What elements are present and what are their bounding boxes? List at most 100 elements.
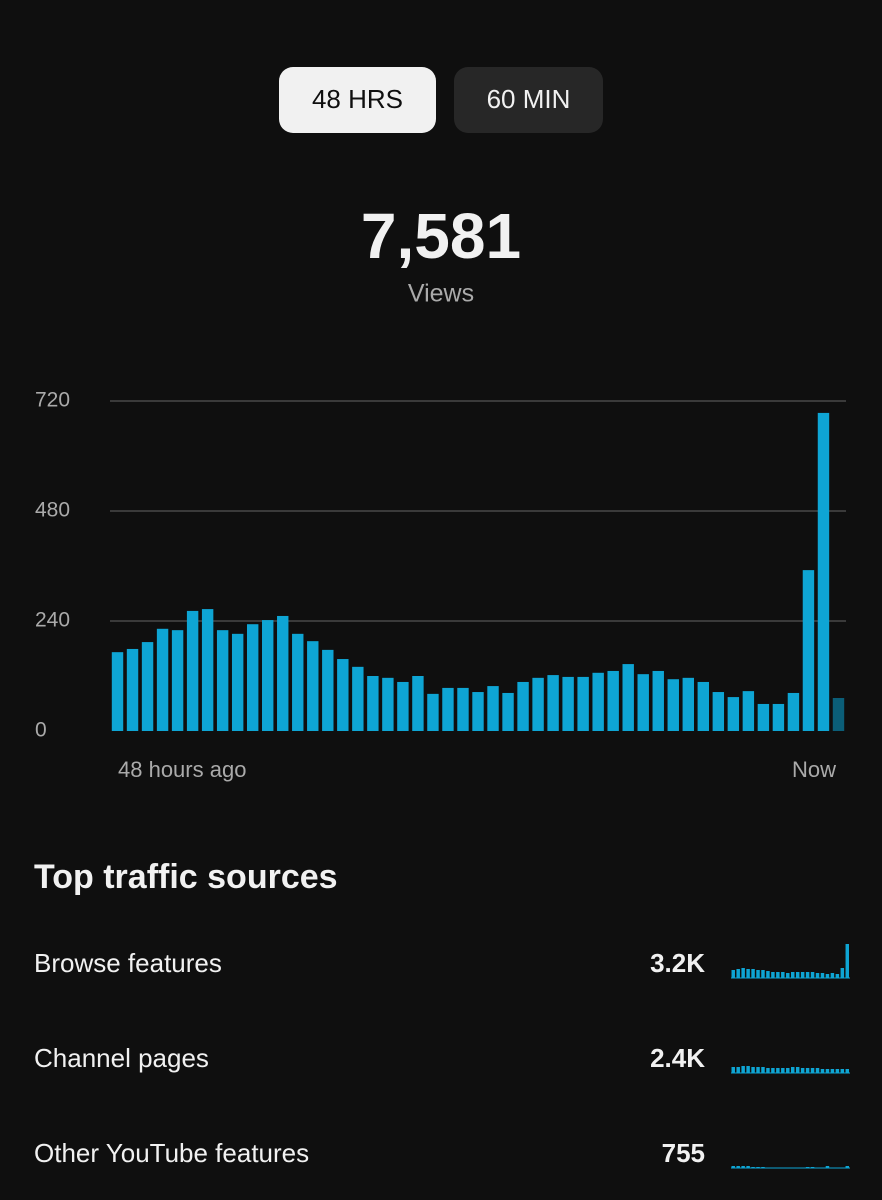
bar <box>457 687 469 731</box>
sparkline-bar <box>736 969 740 978</box>
bar <box>697 681 710 731</box>
bar <box>577 676 589 731</box>
bar <box>231 633 244 731</box>
bar <box>547 675 559 731</box>
tab-active[interactable] <box>279 67 436 133</box>
sparkline-bar <box>766 1068 770 1073</box>
tab[interactable] <box>454 67 603 133</box>
sparkline-bar <box>736 1067 740 1073</box>
source-name[interactable]: Browse features <box>34 948 222 978</box>
sparkline-bar <box>746 1066 750 1073</box>
bar <box>562 676 574 731</box>
x-label-end: Now <box>792 757 836 782</box>
bar <box>427 693 439 731</box>
bar <box>592 672 604 731</box>
sparkline-bar <box>746 969 750 978</box>
bar <box>111 652 124 731</box>
sparkline-bar <box>795 1067 800 1073</box>
sparkline-bar <box>791 1067 795 1073</box>
source-value: 3.2K <box>650 948 705 978</box>
sparkline-bar <box>810 1167 815 1168</box>
y-tick-label: 240 <box>35 609 70 632</box>
sparkline-bar <box>756 1067 760 1073</box>
tab-label[interactable]: 48 HRS <box>312 84 403 114</box>
bar <box>487 686 499 731</box>
sparkline-bar <box>741 1166 745 1168</box>
sparkline-bar <box>766 971 770 978</box>
sparkline-bar <box>776 1068 780 1073</box>
sparkline-bar <box>756 970 760 978</box>
bar <box>337 659 349 731</box>
sparkline-bar <box>731 1166 735 1168</box>
sparkline-bar <box>761 1067 765 1073</box>
bar <box>367 676 379 731</box>
sparkline-bar <box>756 1167 760 1168</box>
bar <box>171 630 184 731</box>
sparkline-bar <box>736 1166 740 1168</box>
source-value: 755 <box>662 1138 705 1168</box>
sparkline-bar <box>835 1069 840 1073</box>
sparkline-bar <box>825 1166 830 1168</box>
sparkline-bar <box>825 974 830 978</box>
sparkline-bar <box>840 968 845 978</box>
sparkline-bar <box>815 973 820 978</box>
bar <box>397 681 409 731</box>
sparkline-bar <box>751 969 755 978</box>
bar <box>156 628 169 731</box>
bar <box>712 692 725 731</box>
sparkline-bar <box>786 1068 790 1073</box>
sparkline-bar <box>781 1068 785 1073</box>
sparkline-bar <box>781 972 785 978</box>
sparkline-bar <box>805 1167 810 1168</box>
sparkline-bar <box>805 1068 810 1073</box>
sparkline-bar <box>751 1167 755 1168</box>
sparkline-bar <box>815 1068 820 1073</box>
sparkline-bar <box>786 973 790 978</box>
bar <box>442 687 454 731</box>
bar <box>832 698 845 731</box>
total-label: Views <box>408 280 474 308</box>
total-views: 7,581 <box>361 200 521 272</box>
bar <box>757 703 770 731</box>
sparkline-bar <box>741 968 745 978</box>
sparkline-bar <box>771 972 775 978</box>
bar <box>667 679 679 731</box>
sparkline-bar <box>771 1068 775 1073</box>
sparkline-bar <box>741 1066 745 1073</box>
sparkline-bar <box>820 1069 825 1073</box>
x-label-start: 48 hours ago <box>118 757 246 782</box>
sparkline-bar <box>791 972 795 978</box>
sparkline-bar <box>751 1067 755 1073</box>
sparkline-bar <box>830 1069 835 1073</box>
sparkline-bar <box>830 973 835 978</box>
bar <box>201 609 214 731</box>
bar <box>802 570 815 731</box>
bar <box>652 670 664 731</box>
bar <box>727 697 740 731</box>
sparkline-bar <box>800 972 805 978</box>
sparkline-bar <box>746 1166 750 1168</box>
source-name[interactable]: Other YouTube features <box>34 1138 309 1168</box>
bar <box>622 664 634 731</box>
sparkline-bar <box>810 1068 815 1073</box>
sparkline-bar <box>845 944 850 978</box>
source-name[interactable]: Channel pages <box>34 1043 209 1073</box>
sparkline-bar <box>810 972 815 978</box>
sparkline-bar <box>731 970 735 978</box>
source-value: 2.4K <box>650 1043 705 1073</box>
sparkline-bar <box>761 970 765 978</box>
tab-label[interactable]: 60 MIN <box>487 84 571 114</box>
bar <box>637 674 649 731</box>
bar <box>246 624 259 731</box>
bar <box>352 666 364 731</box>
sparkline-bar <box>820 973 825 978</box>
bar <box>742 691 755 731</box>
bar <box>186 610 199 731</box>
bar <box>216 630 229 731</box>
bar <box>502 692 514 731</box>
sparkline-bar <box>800 1068 805 1073</box>
bar <box>126 648 139 731</box>
y-tick-label: 480 <box>35 499 70 522</box>
bar <box>412 676 424 731</box>
